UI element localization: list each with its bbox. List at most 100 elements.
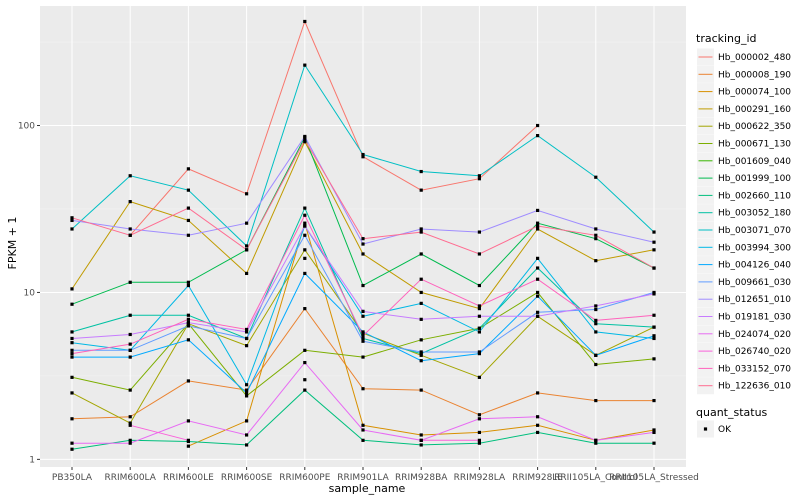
data-point xyxy=(245,244,249,248)
data-point xyxy=(128,348,132,352)
data-point xyxy=(186,338,190,342)
data-point xyxy=(594,438,598,442)
data-point xyxy=(652,430,656,435)
data-point xyxy=(70,441,74,445)
data-point xyxy=(536,266,540,270)
data-point xyxy=(477,375,481,379)
legend2-label: OK xyxy=(718,425,732,435)
data-point xyxy=(536,208,540,213)
data-point xyxy=(536,423,540,427)
legend-label: Hb_000002_480 xyxy=(718,53,791,63)
data-point xyxy=(245,344,249,348)
data-point xyxy=(361,242,365,246)
legend-label: Hb_033152_070 xyxy=(718,364,791,374)
data-point xyxy=(361,314,365,318)
data-point xyxy=(245,388,249,392)
legend-item: Hb_000291_160 xyxy=(697,100,791,118)
data-point xyxy=(245,327,249,332)
legend-label: Hb_000074_100 xyxy=(718,88,791,98)
data-point xyxy=(419,290,423,295)
data-point xyxy=(361,330,365,334)
legend-items: Hb_000002_480 Hb_000008_190 Hb_000074_100 H… xyxy=(697,48,791,395)
data-point xyxy=(186,444,190,448)
data-point xyxy=(245,443,249,447)
legend-label: Hb_122636_010 xyxy=(718,382,791,392)
data-point xyxy=(245,394,249,398)
data-point xyxy=(652,240,656,244)
data-point xyxy=(186,320,190,325)
data-point xyxy=(652,334,656,338)
data-point xyxy=(477,330,481,334)
legend-item: Hb_003994_300 xyxy=(697,238,791,256)
data-point xyxy=(245,192,249,196)
data-point xyxy=(128,200,132,204)
data-point xyxy=(70,348,74,352)
data-point xyxy=(536,221,540,225)
data-point xyxy=(594,322,598,326)
data-point xyxy=(361,336,365,341)
data-point xyxy=(70,218,74,223)
data-point xyxy=(128,423,132,427)
data-point xyxy=(536,277,540,281)
data-point xyxy=(419,359,423,363)
data-point xyxy=(128,174,132,178)
data-point xyxy=(70,391,74,395)
data-point xyxy=(477,314,481,318)
data-point xyxy=(245,271,249,276)
data-point xyxy=(652,336,656,341)
data-point xyxy=(419,443,423,447)
data-point xyxy=(245,433,249,437)
data-point xyxy=(594,233,598,237)
legend-label: Hb_003994_300 xyxy=(718,243,791,253)
legend-label: Hb_009661_030 xyxy=(718,278,791,288)
data-point xyxy=(70,355,74,359)
legend-item: Hb_004126_040 xyxy=(697,256,791,274)
data-point xyxy=(303,307,307,311)
data-point xyxy=(536,415,540,419)
data-point xyxy=(70,352,74,356)
data-point xyxy=(594,330,598,334)
x-tick-label: RRIM928BA xyxy=(395,473,448,483)
x-tick-label: PB350LA xyxy=(52,473,93,483)
data-point xyxy=(594,259,598,263)
data-point xyxy=(128,441,132,445)
data-point xyxy=(245,383,249,387)
data-point xyxy=(128,342,132,346)
data-point xyxy=(594,307,598,312)
data-point xyxy=(186,206,190,210)
legend-item: Hb_000671_130 xyxy=(697,135,791,152)
data-point xyxy=(303,206,307,210)
legend-label: Hb_001609_040 xyxy=(718,157,791,167)
data-point xyxy=(536,123,540,128)
data-point xyxy=(361,355,365,359)
data-point xyxy=(594,362,598,367)
x-tick-label: RRIM928LA xyxy=(454,473,506,483)
data-point xyxy=(536,134,540,138)
data-point xyxy=(128,233,132,237)
data-point xyxy=(419,352,423,356)
data-point xyxy=(594,175,598,179)
data-point xyxy=(652,428,656,432)
x-tick-label: RRIM901LA xyxy=(337,473,389,483)
legend-item: Hb_000008_190 xyxy=(697,65,791,83)
data-point xyxy=(652,292,656,296)
data-point xyxy=(128,421,132,425)
data-point xyxy=(70,287,74,291)
data-point xyxy=(361,237,365,241)
data-point xyxy=(477,304,481,308)
data-point xyxy=(594,227,598,231)
data-point xyxy=(419,433,423,437)
data-point xyxy=(303,271,307,276)
legend-item: Hb_000622_350 xyxy=(697,117,791,135)
y-axis: 1 10 100 xyxy=(18,122,40,465)
data-point xyxy=(477,350,481,354)
data-point xyxy=(303,224,307,228)
data-point xyxy=(361,428,365,432)
data-point xyxy=(361,423,365,427)
data-point xyxy=(594,304,598,308)
data-point xyxy=(186,218,190,223)
data-point xyxy=(128,313,132,317)
data-point xyxy=(303,378,307,382)
data-point xyxy=(419,350,423,354)
data-point xyxy=(303,360,307,365)
